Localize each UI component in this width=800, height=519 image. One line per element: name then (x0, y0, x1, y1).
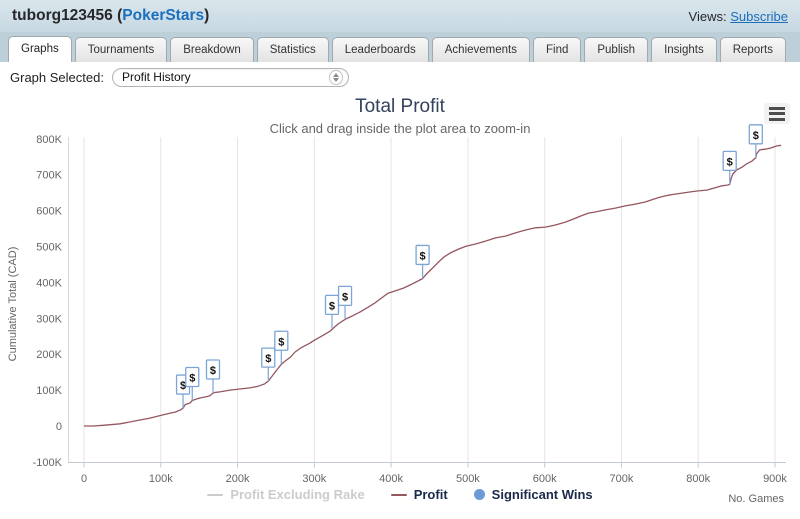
legend-item-profit-excluding-rake[interactable]: Profit Excluding Rake (207, 487, 365, 502)
graph-select[interactable]: Profit History (111, 67, 349, 87)
line-marker-icon (207, 493, 224, 496)
y-axis-label: 300K (36, 313, 62, 325)
dollar-flag-icon: $ (189, 373, 195, 385)
y-axis-label: 0 (56, 421, 62, 433)
x-axis-label: 400k (379, 473, 403, 485)
tab-insights[interactable]: Insights (651, 37, 717, 62)
tab-publish[interactable]: Publish (584, 37, 649, 62)
subscribe-link[interactable]: Subscribe (730, 8, 788, 24)
hamburger-menu-icon[interactable] (764, 103, 790, 124)
tab-achievements[interactable]: Achievements (431, 37, 530, 62)
top-bar: tuborg123456 (PokerStars) Views: Subscri… (0, 0, 800, 32)
legend-item-profit[interactable]: Profit (390, 487, 448, 502)
dollar-flag-icon: $ (420, 250, 426, 262)
dollar-flag-icon: $ (342, 291, 348, 303)
y-axis-label: 400K (36, 277, 62, 289)
dollar-flag-icon: $ (210, 365, 216, 377)
x-axis-label: 0 (81, 473, 87, 485)
y-axis-label: 800K (36, 134, 62, 146)
tab-leaderboards[interactable]: Leaderboards (331, 37, 429, 62)
graph-select-value: Profit History (121, 70, 191, 84)
x-axis-label: 100k (149, 473, 173, 485)
tab-graphs[interactable]: Graphs (8, 36, 72, 62)
y-axis-label: 700K (36, 170, 62, 182)
plot-area[interactable]: 0 100k 200k 300k 400k 500k 600k 700k 800k 900k -10… (0, 92, 800, 519)
tab-statistics[interactable]: Statistics (256, 37, 329, 62)
page-title: tuborg123456 (PokerStars) (12, 7, 209, 25)
x-axis-label: 500k (456, 473, 480, 485)
win-flag[interactable] (748, 124, 763, 145)
tab-find[interactable]: Find (532, 37, 582, 62)
chart-legend: Profit Excluding Rake Profit Significant… (0, 487, 800, 502)
win-flag[interactable] (261, 347, 276, 368)
x-axis-label: 300k (302, 473, 326, 485)
dollar-flag-icon: $ (265, 353, 271, 365)
profit-chart: 0 100k 200k 300k 400k 500k 600k 700k 800k 900k -10… (0, 92, 800, 519)
player-name: tuborg123456 (12, 7, 113, 24)
x-axis-label: 600k (533, 473, 557, 485)
win-flag[interactable] (337, 285, 353, 307)
x-axis-label: 800k (686, 473, 710, 485)
y-axis-title: Cumulative Total (CAD) (7, 247, 19, 362)
x-axis-title: No. Games (728, 493, 784, 505)
legend-item-significant-wins[interactable]: Significant Wins (473, 487, 593, 502)
win-flag[interactable] (722, 150, 737, 172)
win-flag[interactable] (415, 244, 430, 266)
tab-strip: Graphs Tournaments Breakdown Statistics Lead… (0, 32, 800, 62)
site-name: PokerStars (122, 7, 205, 24)
graph-toolbar: Graph Selected: Profit History (0, 62, 800, 92)
dollar-flag-icon: $ (180, 380, 186, 392)
win-flag[interactable] (185, 366, 200, 388)
chart-subtitle: Click and drag inside the plot area to z… (269, 121, 531, 136)
graph-selected-label: Graph Selected: (10, 69, 104, 85)
win-flag[interactable] (205, 359, 221, 380)
stepper-up-down-icon (328, 69, 343, 85)
site-close-paren: ) (204, 7, 210, 24)
win-flag[interactable] (274, 330, 289, 351)
circle-marker-icon (473, 489, 485, 500)
views-label: Views: Subscribe (688, 8, 788, 24)
y-axis-label: 500K (36, 242, 62, 254)
tab-breakdown[interactable]: Breakdown (170, 37, 254, 62)
dollar-flag-icon: $ (753, 130, 759, 142)
dollar-flag-icon: $ (727, 156, 733, 168)
y-axis-label: -100K (33, 457, 63, 469)
tab-tournaments[interactable]: Tournaments (74, 37, 168, 62)
tab-reports[interactable]: Reports (719, 37, 786, 62)
x-axis-label: 900k (763, 473, 787, 485)
y-axis-label: 600K (36, 206, 62, 218)
dollar-flag-icon: $ (278, 336, 284, 348)
y-axis-label: 200K (36, 349, 62, 361)
site-open-paren: ( (112, 7, 123, 24)
y-axis-label: 100K (36, 385, 62, 397)
profit-line (84, 144, 782, 427)
x-axis-label: 200k (226, 473, 250, 485)
x-axis-label: 700k (610, 473, 634, 485)
chart-title: Total Profit (355, 96, 445, 117)
dollar-flag-icon: $ (329, 300, 335, 312)
line-marker-icon (390, 493, 407, 496)
